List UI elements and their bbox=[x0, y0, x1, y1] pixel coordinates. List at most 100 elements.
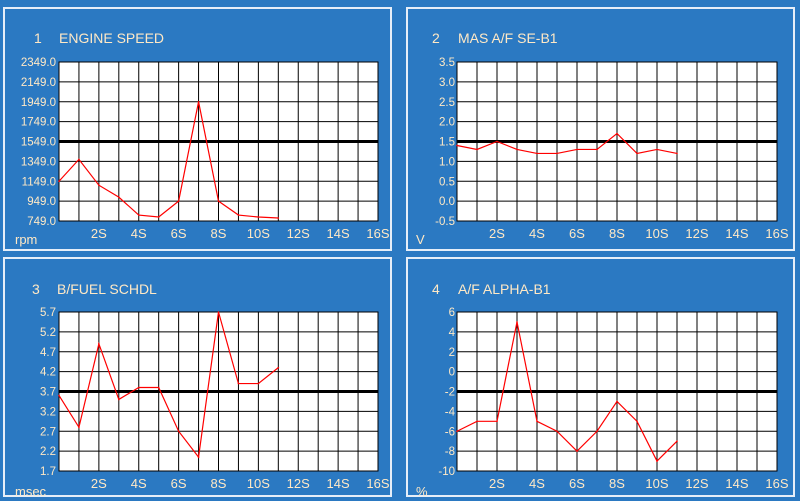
y-unit-label: rpm bbox=[15, 232, 38, 247]
y-tick-label: 3.0 bbox=[439, 77, 455, 89]
data-point bbox=[237, 382, 240, 385]
y-tick-label: -0.5 bbox=[435, 216, 455, 228]
y-tick-label: 4 bbox=[449, 327, 456, 339]
y-tick-label: 1.5 bbox=[439, 137, 455, 149]
data-point bbox=[257, 382, 260, 385]
data-trace bbox=[456, 321, 678, 463]
x-tick-label: 6S bbox=[569, 226, 585, 241]
x-tick-label: 4S bbox=[529, 226, 545, 241]
y-tick-label: 2.2 bbox=[40, 446, 56, 458]
x-tick-label: 6S bbox=[569, 476, 585, 491]
data-point bbox=[137, 214, 140, 216]
data-point bbox=[277, 217, 280, 219]
data-point bbox=[177, 200, 180, 202]
data-point bbox=[676, 440, 678, 442]
y-unit-label: V bbox=[416, 232, 425, 247]
data-point bbox=[576, 450, 578, 452]
x-tick-label: 8S bbox=[211, 476, 227, 491]
y-tick-label: 1949.0 bbox=[21, 97, 56, 109]
data-point bbox=[496, 140, 498, 143]
panel-number: 2 bbox=[432, 30, 440, 46]
data-point bbox=[576, 148, 578, 151]
data-point bbox=[137, 386, 140, 389]
data-point bbox=[257, 216, 260, 218]
data-point bbox=[536, 420, 538, 423]
data-point bbox=[656, 460, 658, 462]
y-tick-label: 4.7 bbox=[40, 347, 56, 359]
y-unit-label: msec bbox=[15, 484, 47, 499]
data-point bbox=[536, 152, 538, 155]
x-tick-label: 12S bbox=[685, 476, 708, 491]
x-tick-label: 12S bbox=[287, 476, 310, 491]
x-tick-label: 2S bbox=[489, 226, 505, 241]
y-unit-label: % bbox=[416, 484, 428, 499]
data-trace bbox=[456, 132, 678, 155]
data-point bbox=[476, 148, 478, 151]
y-tick-label: 0.0 bbox=[439, 196, 455, 208]
panel-title: B/FUEL SCHDL bbox=[57, 281, 157, 297]
data-point bbox=[676, 152, 678, 155]
data-point bbox=[58, 394, 60, 397]
y-tick-label: 949.0 bbox=[27, 196, 56, 208]
data-point bbox=[78, 426, 80, 429]
y-tick-label: 2149.0 bbox=[21, 77, 56, 89]
x-tick-label: 10S bbox=[247, 476, 270, 491]
data-point bbox=[118, 398, 120, 401]
x-tick-label: 8S bbox=[211, 226, 227, 241]
x-tick-label: 6S bbox=[171, 226, 187, 241]
data-point bbox=[556, 430, 558, 433]
data-point bbox=[197, 456, 200, 458]
data-point bbox=[516, 148, 518, 151]
y-tick-label: 5.2 bbox=[40, 327, 56, 339]
data-point bbox=[496, 420, 498, 423]
data-point bbox=[456, 430, 458, 433]
x-tick-label: 14S bbox=[327, 226, 350, 241]
x-tick-label: 16S bbox=[366, 476, 389, 491]
y-tick-label: 749.0 bbox=[27, 216, 56, 228]
data-point bbox=[516, 321, 518, 323]
x-tick-label: 16S bbox=[765, 226, 788, 241]
data-point bbox=[277, 366, 280, 369]
data-point bbox=[197, 100, 200, 103]
x-tick-label: 16S bbox=[765, 476, 788, 491]
data-point bbox=[556, 152, 558, 155]
panel-title: ENGINE SPEED bbox=[59, 30, 165, 46]
x-tick-label: 8S bbox=[609, 226, 625, 241]
y-tick-label: 3.5 bbox=[439, 57, 455, 69]
data-point bbox=[476, 420, 478, 423]
y-tick-label: 2.0 bbox=[439, 117, 455, 129]
y-tick-label: 2.5 bbox=[439, 97, 455, 109]
x-tick-label: 10S bbox=[247, 226, 270, 241]
data-trace bbox=[58, 101, 279, 219]
x-tick-label: 4S bbox=[131, 476, 147, 491]
x-tick-label: 10S bbox=[645, 476, 668, 491]
y-tick-label: 1749.0 bbox=[21, 117, 56, 129]
y-tick-label: -8 bbox=[445, 446, 455, 458]
x-tick-label: 8S bbox=[609, 476, 625, 491]
data-point bbox=[217, 200, 220, 202]
x-tick-label: 2S bbox=[91, 226, 107, 241]
data-point bbox=[58, 180, 60, 183]
data-point bbox=[616, 132, 618, 135]
y-tick-label: 1549.0 bbox=[21, 137, 56, 149]
x-tick-label: 10S bbox=[645, 226, 668, 241]
data-point bbox=[157, 216, 160, 218]
x-tick-label: 4S bbox=[131, 226, 147, 241]
data-point bbox=[118, 196, 120, 198]
data-point bbox=[636, 420, 638, 423]
panel-title: A/F ALPHA-B1 bbox=[458, 281, 551, 297]
data-point bbox=[596, 430, 598, 433]
data-trace bbox=[58, 311, 279, 459]
x-tick-label: 6S bbox=[171, 476, 187, 491]
x-tick-label: 2S bbox=[489, 476, 505, 491]
y-tick-label: 1.0 bbox=[439, 156, 455, 168]
y-tick-label: 3.7 bbox=[40, 387, 56, 399]
data-point bbox=[98, 343, 100, 345]
x-tick-label: 16S bbox=[366, 226, 389, 241]
data-point bbox=[78, 158, 80, 161]
y-tick-label: -2 bbox=[445, 387, 455, 399]
x-tick-label: 2S bbox=[91, 476, 107, 491]
